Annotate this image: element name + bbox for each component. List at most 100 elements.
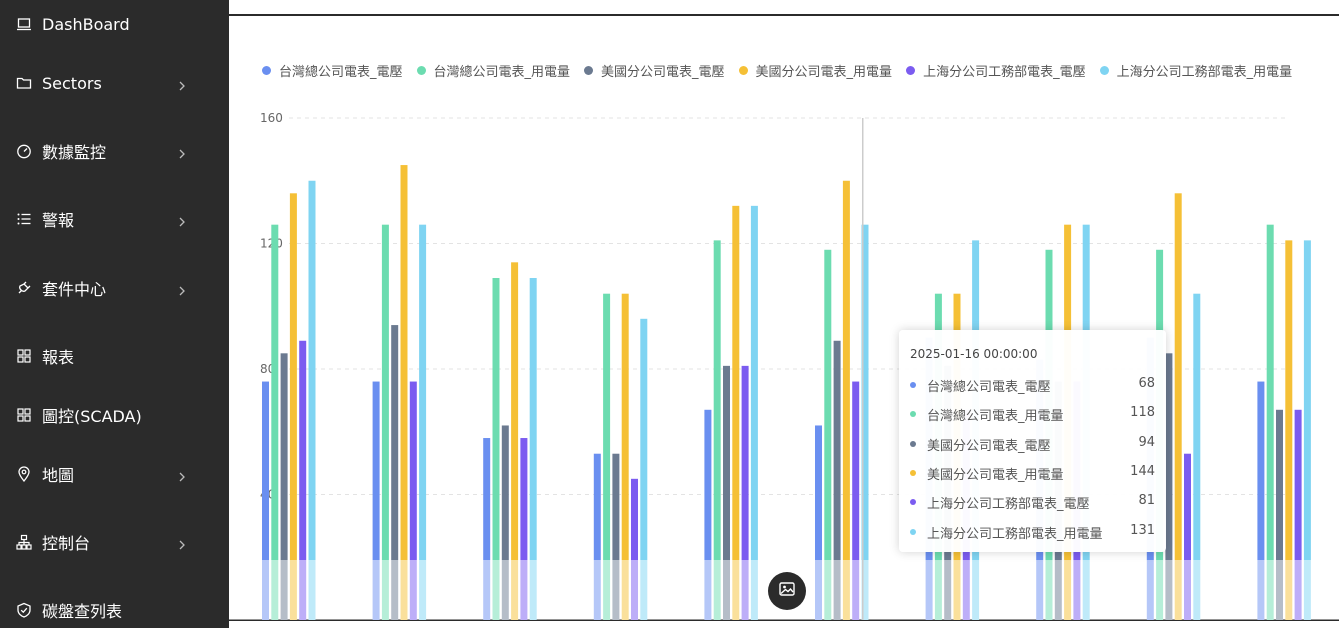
legend-item[interactable]: 美國分公司電表_用電量 (738, 61, 893, 80)
tooltip-dot (910, 382, 916, 388)
sidebar-item-alarms[interactable]: 警報 (0, 201, 229, 237)
tooltip-row: 台灣總公司電表_用電量 118 (910, 405, 1155, 425)
bar[interactable] (1294, 409, 1302, 620)
tooltip-series-name: 上海分公司工務部電表_電壓 (927, 497, 1090, 512)
sidebar-item-plugin-center[interactable]: 套件中心 (0, 270, 229, 306)
bar[interactable] (833, 340, 841, 620)
bar[interactable] (1184, 453, 1191, 620)
sidebar-item-dashboard[interactable]: DashBoard (0, 6, 229, 42)
tooltip-value: 81 (1138, 493, 1155, 508)
sidebar-item-console[interactable]: 控制台 (0, 524, 229, 560)
grid-icon (16, 348, 32, 364)
sidebar-item-data-monitoring[interactable]: 數據監控 (0, 133, 229, 169)
bar[interactable] (1193, 293, 1201, 620)
bar[interactable] (640, 318, 648, 620)
legend-label: 美國分公司電表_電壓 (601, 64, 725, 80)
bar[interactable] (824, 249, 832, 620)
bar[interactable] (262, 381, 269, 620)
bar[interactable] (750, 205, 758, 620)
bar[interactable] (529, 278, 537, 620)
bar[interactable] (492, 278, 500, 620)
legend-item[interactable]: 台灣總公司電表_用電量 (416, 61, 570, 80)
bar[interactable] (511, 262, 519, 620)
bar[interactable] (308, 180, 316, 620)
map-pin-icon (16, 466, 32, 482)
sidebar-item-reports[interactable]: 報表 (0, 338, 229, 374)
tooltip-row: 美國分公司電表_用電量 144 (910, 464, 1155, 484)
legend-item[interactable]: 上海分公司工務部電表_電壓 (906, 61, 1086, 80)
tooltip-dot (910, 411, 916, 417)
bar[interactable] (631, 478, 638, 620)
bar[interactable] (381, 224, 389, 620)
bar-chart: 1601208040 (229, 111, 1339, 620)
tooltip-row: 上海分公司工務部電表_電壓 81 (910, 493, 1155, 513)
bar[interactable] (1266, 224, 1274, 620)
bar[interactable] (1285, 240, 1293, 620)
bar[interactable] (1165, 353, 1173, 620)
bar[interactable] (612, 453, 620, 620)
legend-dot (262, 65, 271, 75)
legend-item[interactable]: 美國分公司電表_電壓 (584, 61, 725, 80)
legend-label: 上海分公司工務部電表_用電量 (1116, 64, 1293, 80)
tooltip-value: 118 (1130, 405, 1155, 420)
sitemap-icon (16, 534, 32, 550)
bar[interactable] (501, 425, 509, 620)
bar[interactable] (483, 438, 491, 620)
bar[interactable] (621, 293, 629, 620)
bar[interactable] (732, 205, 740, 620)
sidebar-item-map[interactable]: 地圖 (0, 456, 229, 492)
legend-dot (906, 65, 916, 75)
gauge-icon (16, 143, 32, 159)
bar[interactable] (741, 365, 749, 620)
tooltip-series-name: 上海分公司工務部電表_用電量 (927, 527, 1103, 542)
bar[interactable] (704, 409, 712, 620)
bar[interactable] (299, 340, 307, 620)
bar[interactable] (861, 224, 869, 620)
sidebar-item-label: 報表 (42, 348, 75, 367)
tooltip-series-name: 台灣總公司電表_用電量 (927, 409, 1064, 424)
bar[interactable] (271, 224, 279, 620)
bar[interactable] (815, 425, 822, 620)
tooltip-dot (910, 499, 916, 505)
bar[interactable] (372, 381, 380, 620)
chevron-right-icon (176, 145, 188, 159)
save-image-button[interactable] (768, 572, 806, 610)
sidebar-item-scada[interactable]: 圖控(SCADA) (0, 397, 229, 433)
tooltip-series-name: 台灣總公司電表_電壓 (927, 380, 1051, 395)
bar[interactable] (409, 381, 417, 620)
legend-label: 美國分公司電表_用電量 (755, 64, 893, 80)
legend-dot (584, 65, 594, 75)
sidebar-item-label: 碳盤查列表 (42, 602, 123, 621)
bar[interactable] (842, 180, 850, 620)
bar[interactable] (289, 193, 297, 620)
bar[interactable] (391, 325, 399, 620)
legend-dot (416, 65, 426, 75)
shield-check-icon (16, 602, 32, 618)
sidebar-item-label: Sectors (42, 73, 102, 93)
bar[interactable] (1257, 381, 1265, 620)
bar[interactable] (1276, 409, 1283, 620)
tooltip-dot (910, 529, 916, 535)
bar[interactable] (280, 353, 288, 620)
sidebar-item-carbon-inventory[interactable]: 碳盤查列表 (0, 592, 229, 628)
bar[interactable] (852, 381, 860, 620)
top-divider (229, 14, 1339, 16)
bar[interactable] (400, 165, 408, 620)
sidebar-item-label: 警報 (42, 211, 75, 230)
bar[interactable] (1303, 240, 1311, 620)
bar[interactable] (713, 240, 721, 620)
sidebar-item-sectors[interactable]: Sectors (0, 65, 229, 101)
legend-item[interactable]: 台灣總公司電表_電壓 (262, 61, 403, 80)
bar[interactable] (723, 365, 730, 620)
chevron-right-icon (176, 536, 188, 550)
bar[interactable] (419, 224, 427, 620)
bar[interactable] (520, 438, 528, 620)
sidebar-item-label: 圖控(SCADA) (42, 407, 142, 426)
legend-item[interactable]: 上海分公司工務部電表_用電量 (1099, 61, 1293, 80)
tooltip-row: 美國分公司電表_電壓 94 (910, 435, 1155, 455)
laptop-icon (16, 16, 32, 32)
bar[interactable] (603, 293, 611, 620)
bar[interactable] (1174, 193, 1182, 620)
tooltip-dot (910, 441, 916, 447)
bar[interactable] (593, 453, 601, 620)
